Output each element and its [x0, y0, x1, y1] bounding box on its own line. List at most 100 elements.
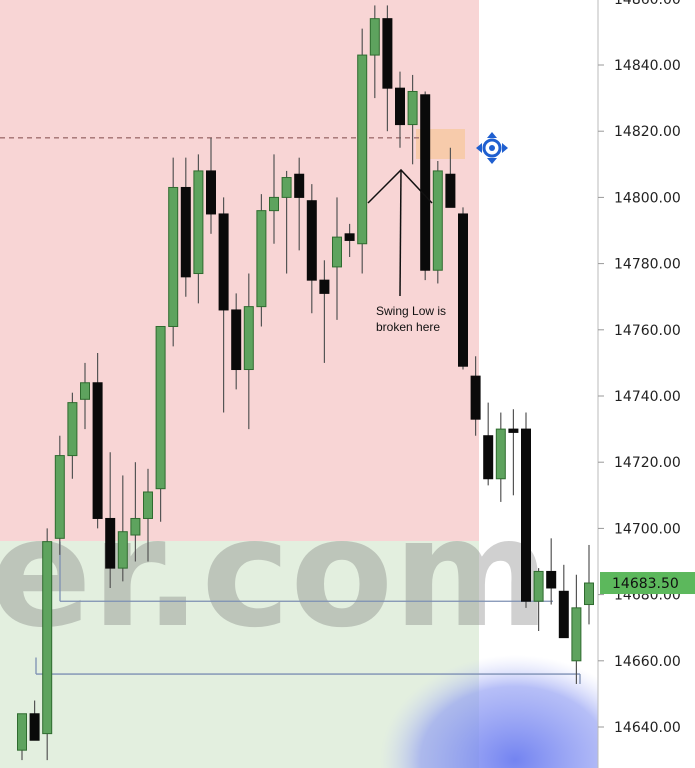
bear-candle-body — [206, 170, 216, 215]
price-tick-label: 14740.00 — [614, 389, 681, 405]
bear-candle-body — [231, 309, 242, 371]
candle — [143, 468, 153, 562]
candle — [256, 194, 267, 327]
candle — [470, 356, 481, 436]
watermark-text: er.com — [0, 487, 550, 661]
candle — [67, 392, 78, 479]
bull-candle-body — [54, 455, 65, 539]
candle — [231, 293, 242, 390]
bull-candle-body — [281, 177, 292, 198]
bull-candle-body — [117, 531, 128, 569]
bear-candle-body — [306, 200, 317, 281]
bear-candle-body — [395, 87, 405, 126]
candle — [407, 74, 418, 165]
bull-candle-body — [407, 90, 418, 126]
price-tick-label: 14860.00 — [614, 0, 681, 8]
bear-candle-body — [344, 233, 355, 241]
bull-candle-body — [495, 428, 506, 480]
price-tick-label: 14640.00 — [614, 720, 681, 736]
candle — [17, 713, 27, 761]
candle — [42, 528, 53, 761]
candle — [281, 170, 292, 274]
candle — [117, 475, 128, 582]
candle — [344, 223, 355, 257]
swing-low-pointer-stem — [399, 169, 402, 297]
bull-candle-body — [67, 402, 78, 457]
annotation-line-1: Swing Low is — [376, 304, 446, 318]
bear-candle-body — [420, 94, 431, 271]
annotation-line-2: broken here — [376, 320, 440, 334]
bear-candle-body — [508, 428, 519, 433]
bull-candle-body — [357, 54, 368, 245]
bear-candle-body — [294, 173, 305, 198]
bull-candle-body — [193, 170, 204, 275]
bear-candle-body — [558, 590, 569, 639]
bear-candle-body — [319, 279, 330, 294]
bull-candle-body — [269, 196, 279, 212]
candle — [445, 147, 456, 208]
price-axis[interactable]: 14860.00 14840.00 14820.00 14800.00 14780.00… — [598, 0, 681, 736]
bear-candle-body — [382, 18, 393, 89]
bear-candle-body — [105, 517, 116, 569]
candle — [92, 352, 103, 529]
price-tick-label: 14820.00 — [614, 124, 681, 140]
bear-candle-body — [29, 713, 40, 741]
candle — [546, 538, 557, 605]
price-tick-label: 14780.00 — [614, 257, 681, 273]
bull-candle-body — [168, 186, 179, 327]
candle — [155, 325, 166, 522]
candle — [243, 273, 254, 430]
candle — [332, 197, 342, 320]
bear-candle-body — [445, 173, 456, 208]
candle — [357, 28, 368, 274]
price-tick-label: 14720.00 — [614, 455, 681, 471]
bull-candle-body — [332, 236, 342, 268]
bear-candle-body — [92, 382, 103, 519]
candle — [269, 154, 279, 244]
candle — [533, 568, 544, 632]
bear-candle-body — [521, 428, 531, 602]
bull-candle-body — [533, 570, 544, 602]
candle — [54, 435, 65, 555]
candle — [369, 5, 380, 99]
candles-layer — [17, 5, 594, 761]
candle — [558, 564, 569, 639]
candle — [193, 154, 204, 304]
candle — [29, 700, 40, 741]
current-price-tag: 14683.50 — [600, 572, 695, 595]
candle — [571, 574, 582, 684]
candle — [130, 462, 141, 562]
candle — [206, 137, 216, 234]
bear-candle-body — [180, 186, 191, 278]
bear-candle-body — [546, 570, 557, 589]
price-tick-label: 14800.00 — [614, 190, 681, 206]
bear-candle-body — [218, 213, 229, 311]
bull-candle-body — [130, 517, 141, 536]
bull-candle-body — [432, 170, 443, 271]
candle — [521, 412, 531, 608]
bear-candle-body — [483, 435, 494, 480]
bear-candle-body — [470, 375, 481, 420]
candle — [495, 412, 506, 502]
candle — [395, 71, 405, 148]
move-crosshair-icon[interactable] — [476, 132, 508, 164]
candle — [508, 409, 519, 496]
candle — [168, 157, 179, 347]
bull-candle-body — [243, 306, 254, 371]
candle — [105, 452, 116, 588]
bear-candle-body — [458, 213, 468, 367]
bull-candle-body — [80, 382, 90, 400]
candle — [80, 362, 90, 430]
bull-candle-body — [155, 325, 166, 490]
price-axis-background — [598, 0, 695, 768]
candle — [306, 184, 317, 314]
bull-candle-body — [256, 210, 267, 308]
candle — [319, 260, 330, 363]
candle — [584, 544, 594, 625]
bull-candle-body — [369, 18, 380, 56]
bull-candle-body — [42, 541, 53, 735]
price-tick-label: 14840.00 — [614, 58, 681, 74]
levels-layer — [0, 137, 581, 684]
bull-candle-body — [584, 582, 594, 606]
